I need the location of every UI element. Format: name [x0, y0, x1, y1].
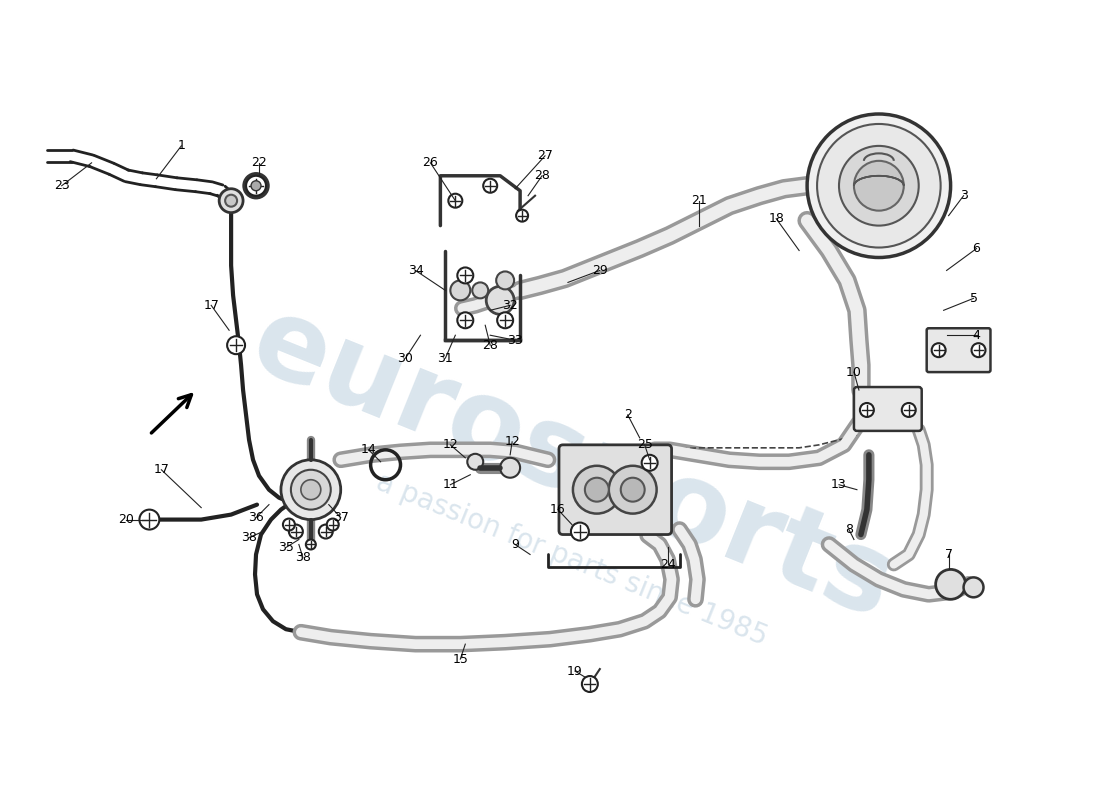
Circle shape [573, 466, 620, 514]
Text: 24: 24 [660, 558, 675, 571]
Circle shape [500, 458, 520, 478]
Circle shape [839, 146, 918, 226]
Text: 12: 12 [504, 435, 520, 448]
Circle shape [496, 271, 514, 290]
Text: 19: 19 [566, 665, 583, 678]
Circle shape [971, 343, 986, 357]
Text: 17: 17 [204, 299, 219, 312]
Text: 21: 21 [692, 194, 707, 207]
Circle shape [449, 194, 462, 208]
Circle shape [486, 286, 514, 314]
Text: 9: 9 [512, 538, 519, 551]
Circle shape [571, 522, 588, 541]
Text: 13: 13 [832, 478, 847, 491]
Text: 14: 14 [361, 443, 376, 456]
Text: 26: 26 [422, 156, 438, 170]
Circle shape [817, 124, 940, 247]
Text: 35: 35 [278, 541, 294, 554]
Text: 11: 11 [442, 478, 459, 491]
Circle shape [290, 470, 331, 510]
Circle shape [497, 312, 513, 328]
Text: 2: 2 [624, 409, 631, 422]
Circle shape [283, 518, 295, 530]
Circle shape [227, 336, 245, 354]
Circle shape [608, 466, 657, 514]
Circle shape [641, 455, 658, 470]
Text: 15: 15 [452, 653, 469, 666]
Circle shape [483, 178, 497, 193]
Circle shape [936, 570, 966, 599]
Circle shape [246, 176, 266, 196]
Circle shape [327, 518, 339, 530]
Text: 17: 17 [153, 463, 169, 476]
Text: a passion for parts since 1985: a passion for parts since 1985 [372, 468, 772, 651]
Text: 28: 28 [482, 338, 498, 352]
Circle shape [140, 510, 159, 530]
Text: 38: 38 [295, 551, 311, 564]
Circle shape [458, 267, 473, 283]
Circle shape [468, 454, 483, 470]
Circle shape [219, 189, 243, 213]
Circle shape [251, 181, 261, 190]
Text: 30: 30 [397, 352, 414, 365]
Text: 33: 33 [507, 334, 522, 346]
FancyBboxPatch shape [926, 328, 990, 372]
Circle shape [932, 343, 946, 357]
Circle shape [280, 460, 341, 519]
Text: 6: 6 [972, 242, 980, 255]
Circle shape [964, 578, 983, 598]
Circle shape [226, 194, 238, 206]
Circle shape [807, 114, 950, 258]
Circle shape [854, 161, 904, 210]
FancyBboxPatch shape [559, 445, 672, 534]
Circle shape [516, 210, 528, 222]
Text: 36: 36 [249, 511, 264, 524]
Text: 38: 38 [241, 531, 257, 544]
Text: 20: 20 [119, 513, 134, 526]
Circle shape [860, 403, 873, 417]
Circle shape [582, 676, 597, 692]
Circle shape [620, 478, 645, 502]
Text: 3: 3 [959, 190, 968, 202]
Text: 28: 28 [535, 170, 550, 182]
Text: 37: 37 [333, 511, 349, 524]
Text: 31: 31 [438, 352, 453, 365]
Text: 5: 5 [969, 292, 978, 305]
Circle shape [306, 539, 316, 550]
Circle shape [902, 403, 915, 417]
Text: 27: 27 [537, 150, 553, 162]
Text: 25: 25 [637, 438, 652, 451]
Text: 7: 7 [945, 548, 953, 561]
Text: 16: 16 [550, 503, 565, 516]
Text: 10: 10 [846, 366, 862, 378]
Text: 32: 32 [503, 299, 518, 312]
Text: 12: 12 [442, 438, 459, 451]
Text: 22: 22 [251, 156, 267, 170]
Circle shape [319, 525, 333, 538]
Text: 8: 8 [845, 523, 853, 536]
Circle shape [450, 281, 471, 300]
Circle shape [458, 312, 473, 328]
Text: eurosports: eurosports [235, 286, 908, 641]
Text: 23: 23 [54, 179, 69, 192]
Circle shape [472, 282, 488, 298]
Circle shape [301, 480, 321, 500]
Text: 4: 4 [972, 329, 980, 342]
Text: 1: 1 [177, 139, 185, 152]
Text: 34: 34 [408, 264, 424, 277]
Text: 18: 18 [768, 212, 784, 225]
Circle shape [289, 525, 302, 538]
FancyBboxPatch shape [854, 387, 922, 431]
Text: 29: 29 [592, 264, 607, 277]
Circle shape [585, 478, 608, 502]
